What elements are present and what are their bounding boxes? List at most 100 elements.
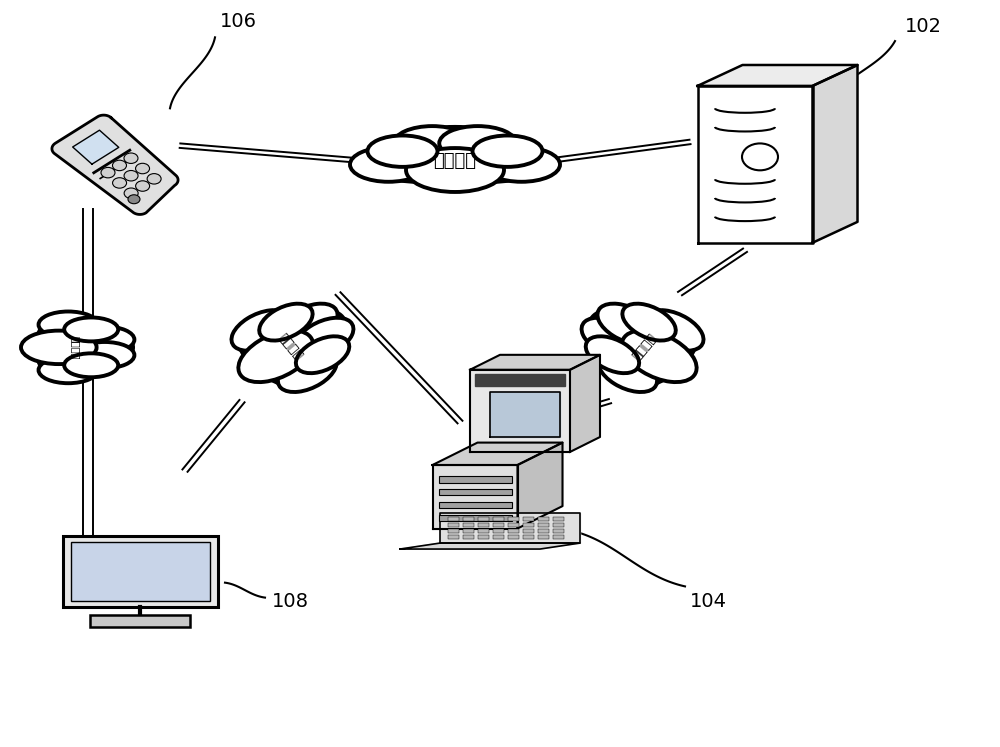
Ellipse shape bbox=[39, 311, 98, 338]
Ellipse shape bbox=[473, 135, 542, 167]
Ellipse shape bbox=[582, 317, 640, 359]
Bar bbox=[508, 523, 519, 527]
Text: 106: 106 bbox=[220, 13, 257, 31]
Ellipse shape bbox=[645, 310, 704, 350]
Text: 102: 102 bbox=[905, 17, 942, 36]
Ellipse shape bbox=[406, 148, 504, 192]
Ellipse shape bbox=[64, 317, 118, 341]
Polygon shape bbox=[698, 86, 812, 243]
Polygon shape bbox=[432, 442, 562, 465]
Bar bbox=[463, 529, 474, 533]
Ellipse shape bbox=[394, 127, 516, 182]
Text: 网络连接: 网络连接 bbox=[275, 332, 305, 363]
Bar bbox=[508, 529, 519, 533]
Ellipse shape bbox=[446, 140, 541, 182]
Ellipse shape bbox=[296, 336, 349, 374]
Text: 网络连接: 网络连接 bbox=[70, 335, 80, 359]
Bar bbox=[90, 615, 190, 627]
Ellipse shape bbox=[39, 344, 111, 376]
Bar bbox=[448, 517, 459, 521]
Circle shape bbox=[136, 164, 150, 174]
Circle shape bbox=[124, 188, 138, 199]
Ellipse shape bbox=[483, 147, 560, 182]
Bar bbox=[448, 523, 459, 527]
Bar bbox=[448, 535, 459, 539]
Bar bbox=[438, 515, 512, 521]
Bar bbox=[478, 529, 489, 533]
Bar bbox=[523, 535, 534, 539]
Ellipse shape bbox=[278, 351, 337, 392]
Bar bbox=[538, 523, 549, 527]
Ellipse shape bbox=[368, 135, 438, 167]
Bar bbox=[448, 529, 459, 533]
Bar bbox=[538, 529, 549, 533]
Ellipse shape bbox=[295, 317, 353, 359]
Polygon shape bbox=[52, 115, 178, 214]
Circle shape bbox=[112, 160, 126, 170]
Ellipse shape bbox=[622, 330, 697, 382]
Ellipse shape bbox=[39, 357, 98, 383]
Text: 108: 108 bbox=[272, 592, 309, 611]
Bar bbox=[438, 477, 512, 483]
Ellipse shape bbox=[369, 140, 464, 182]
Bar bbox=[493, 535, 504, 539]
Ellipse shape bbox=[21, 331, 97, 364]
Bar bbox=[538, 517, 549, 521]
Bar bbox=[478, 523, 489, 527]
Text: 网络连接: 网络连接 bbox=[630, 332, 660, 363]
Ellipse shape bbox=[598, 351, 657, 392]
Bar bbox=[463, 517, 474, 521]
Bar bbox=[463, 523, 474, 527]
Polygon shape bbox=[812, 65, 858, 243]
Bar bbox=[523, 517, 534, 521]
Text: 104: 104 bbox=[690, 592, 727, 610]
Bar bbox=[553, 517, 564, 521]
Ellipse shape bbox=[39, 318, 111, 350]
Ellipse shape bbox=[231, 310, 290, 350]
Polygon shape bbox=[470, 355, 600, 370]
Ellipse shape bbox=[586, 336, 639, 374]
Ellipse shape bbox=[75, 342, 134, 368]
Polygon shape bbox=[570, 355, 600, 452]
Polygon shape bbox=[73, 130, 119, 164]
Bar bbox=[478, 535, 489, 539]
Bar bbox=[523, 523, 534, 527]
Circle shape bbox=[136, 181, 150, 191]
Polygon shape bbox=[698, 65, 858, 86]
Polygon shape bbox=[432, 465, 518, 529]
Ellipse shape bbox=[279, 303, 338, 344]
Ellipse shape bbox=[253, 309, 346, 374]
Bar bbox=[508, 517, 519, 521]
Ellipse shape bbox=[267, 335, 339, 384]
Bar bbox=[553, 529, 564, 533]
Circle shape bbox=[742, 143, 778, 170]
Circle shape bbox=[101, 167, 115, 178]
Bar bbox=[538, 535, 549, 539]
Text: 网络连接: 网络连接 bbox=[434, 152, 477, 170]
Bar bbox=[463, 535, 474, 539]
Ellipse shape bbox=[64, 353, 118, 377]
Bar bbox=[553, 535, 564, 539]
Polygon shape bbox=[470, 370, 570, 452]
Bar bbox=[553, 523, 564, 527]
Ellipse shape bbox=[350, 147, 427, 182]
Ellipse shape bbox=[39, 326, 133, 368]
Circle shape bbox=[124, 170, 138, 181]
Bar bbox=[493, 523, 504, 527]
Bar bbox=[508, 535, 519, 539]
Circle shape bbox=[124, 153, 138, 164]
Bar bbox=[438, 502, 512, 508]
Circle shape bbox=[147, 173, 161, 184]
Ellipse shape bbox=[597, 303, 656, 344]
Ellipse shape bbox=[622, 304, 676, 341]
Polygon shape bbox=[518, 442, 562, 529]
Bar bbox=[493, 529, 504, 533]
Circle shape bbox=[113, 178, 127, 188]
Ellipse shape bbox=[589, 309, 682, 374]
Circle shape bbox=[128, 195, 140, 204]
Ellipse shape bbox=[394, 126, 471, 161]
Polygon shape bbox=[440, 513, 580, 543]
Bar bbox=[438, 489, 512, 495]
Ellipse shape bbox=[75, 326, 134, 353]
Bar bbox=[63, 536, 218, 607]
